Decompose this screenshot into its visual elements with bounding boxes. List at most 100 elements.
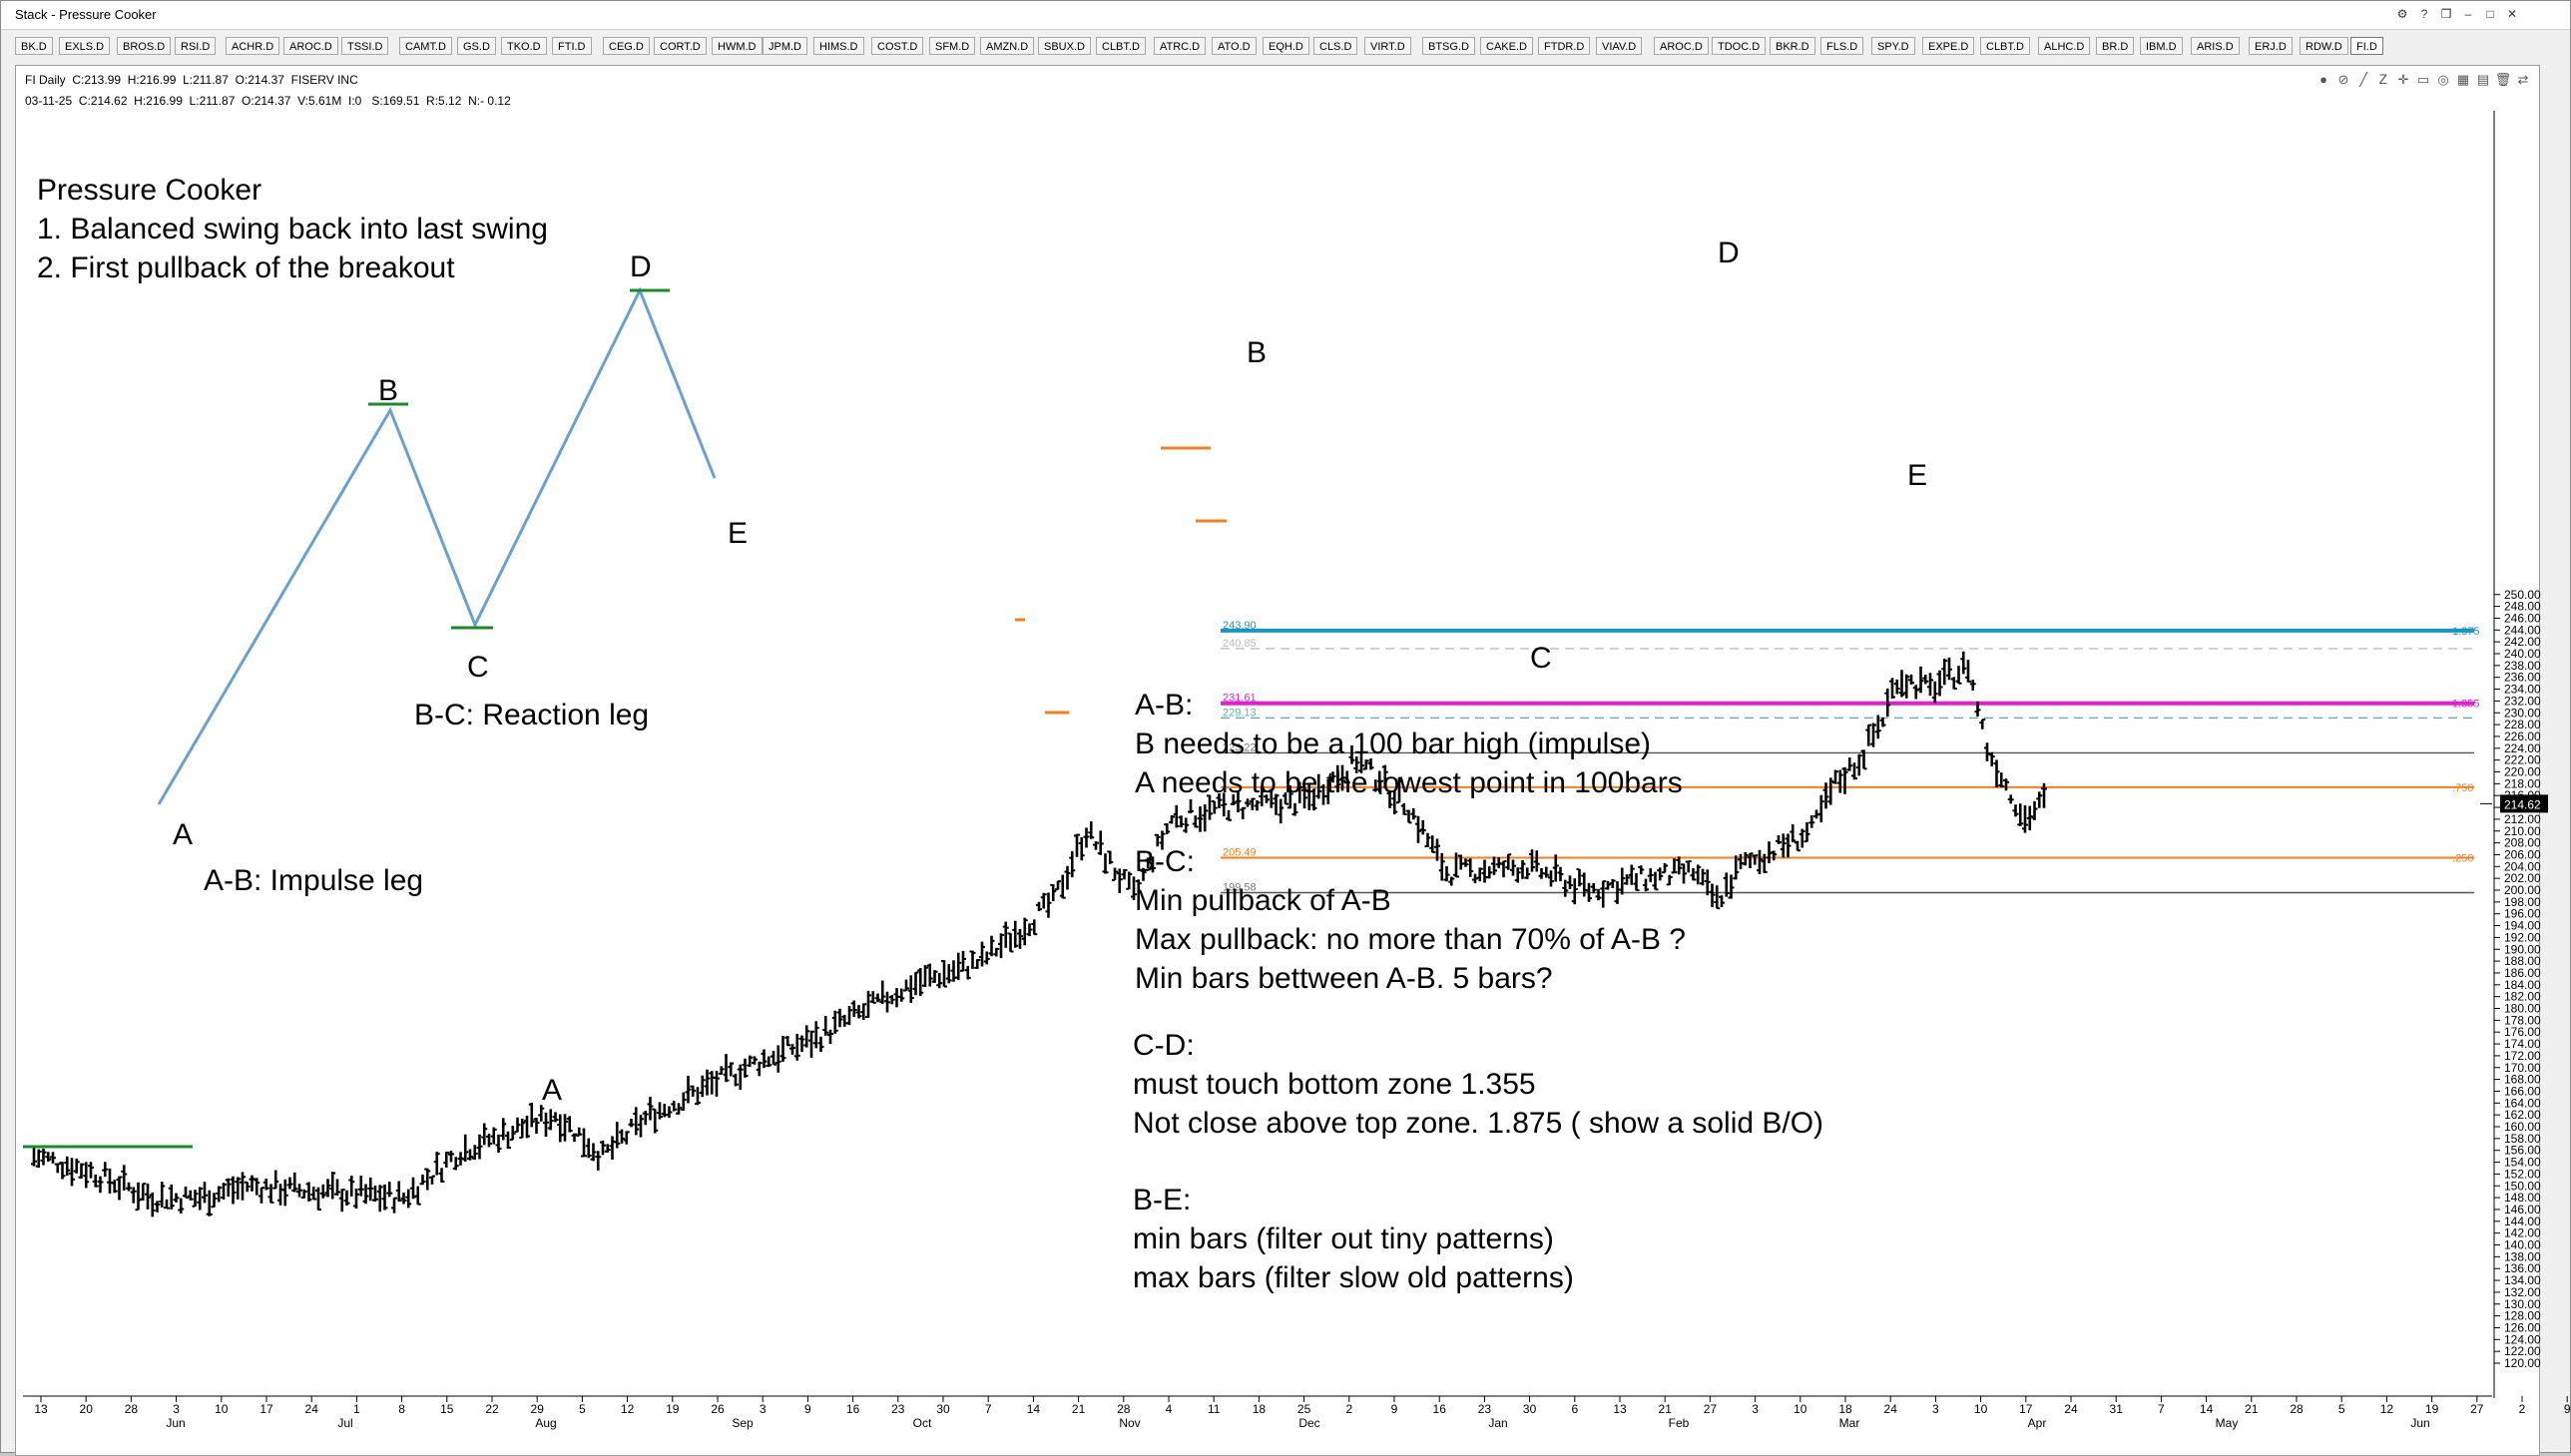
symbol-tab[interactable]: GS.D <box>457 37 496 55</box>
symbol-tab[interactable]: CEG.D <box>603 37 650 55</box>
zoom-icon[interactable]: ◎ <box>2437 72 2449 87</box>
ohlc-bar <box>1216 793 1223 808</box>
ohlc-bar <box>69 1158 75 1187</box>
symbol-tab[interactable]: SBUX.D <box>1038 37 1091 55</box>
restore-down-icon[interactable]: ❐ <box>2440 7 2452 21</box>
date-tick-label: 19 <box>2425 1402 2439 1416</box>
symbol-tab[interactable]: CLS.D <box>1313 37 1358 55</box>
symbol-tab[interactable]: RDW.D <box>2300 37 2348 55</box>
symbol-tab[interactable]: BK.D <box>15 37 53 55</box>
symbol-tab[interactable]: FLS.D <box>1820 37 1864 55</box>
price-tick-label: 200.00 <box>2504 883 2541 897</box>
symbol-tab[interactable]: SPY.D <box>1871 37 1915 55</box>
symbol-tab[interactable]: EXPE.D <box>1922 37 1975 55</box>
symbol-tab[interactable]: EQH.D <box>1263 37 1309 55</box>
ohlc-bar <box>974 958 981 969</box>
rule-bc-1: Min pullback of A-B <box>1135 884 1391 917</box>
layout-icon[interactable]: ▤ <box>2476 72 2490 87</box>
maximize-icon[interactable]: □ <box>2486 7 2494 21</box>
note-rule-1: 1. Balanced swing back into last swing <box>37 213 548 245</box>
symbol-tab[interactable]: ACHR.D <box>226 37 280 55</box>
symbol-tab[interactable]: SFM.D <box>929 37 976 55</box>
delete-icon[interactable]: 🗑 <box>2494 72 2512 87</box>
diagram-label-e: E <box>728 517 748 550</box>
symbol-tab[interactable]: BKR.D <box>1770 37 1815 55</box>
symbol-tab[interactable]: BROS.D <box>117 37 172 55</box>
symbol-tab[interactable]: CAMT.D <box>399 37 452 55</box>
symbol-tab[interactable]: VIRT.D <box>1364 37 1411 55</box>
ohlc-bar <box>1647 868 1654 882</box>
ohlc-bar <box>168 1184 175 1210</box>
symbol-tab[interactable]: IBM.D <box>2140 37 2183 55</box>
symbol-tab[interactable]: HWM.D <box>712 37 763 55</box>
symbol-tab[interactable]: AMZN.D <box>980 37 1035 55</box>
symbol-tab[interactable]: ALHC.D <box>2038 37 2091 55</box>
symbol-tab[interactable]: TDOC.D <box>1712 37 1767 55</box>
ohlc-bar <box>97 1176 104 1194</box>
price-tick-label: 226.00 <box>2504 729 2541 743</box>
crosshair-icon[interactable]: ✛ <box>2397 72 2409 87</box>
trendline-icon[interactable]: ╱ <box>2359 72 2367 87</box>
ohlc-bar <box>1761 853 1768 873</box>
symbol-tab[interactable]: BR.D <box>2096 37 2135 55</box>
color-palette-icon[interactable]: ● <box>2319 72 2327 87</box>
no-entry-icon[interactable]: ⊘ <box>2337 72 2349 87</box>
ohlc-bar <box>1164 823 1171 835</box>
ohlc-bar <box>1817 794 1824 823</box>
price-chart-panel[interactable] <box>15 65 2540 1456</box>
help-icon[interactable]: ? <box>2420 7 2428 21</box>
symbol-tab[interactable]: AROC.D <box>283 37 338 55</box>
ohlc-bar <box>329 1172 336 1200</box>
ohlc-bar <box>803 1025 810 1048</box>
symbol-tab[interactable]: HIMS.D <box>813 37 864 55</box>
ohlc-bar <box>623 1131 630 1145</box>
ohlc-bar <box>1102 853 1109 874</box>
ohlc-bar <box>1505 853 1512 870</box>
ohlc-bar <box>2041 782 2047 808</box>
symbol-tab[interactable]: COST.D <box>871 37 924 55</box>
ohlc-bar <box>552 1112 559 1123</box>
date-tick-label: 16 <box>846 1402 860 1416</box>
ohlc-bar <box>1974 701 1981 718</box>
date-tick-label: 27 <box>2470 1402 2484 1416</box>
symbol-tab[interactable]: ATRC.D <box>1154 37 1207 55</box>
highlight-icon[interactable]: ▭ <box>2416 72 2430 87</box>
symbol-tab[interactable]: RSI.D <box>175 37 217 55</box>
price-tick-label: 182.00 <box>2504 990 2541 1004</box>
symbol-tab[interactable]: AROC.D <box>1654 37 1709 55</box>
symbol-tab[interactable]: VIAV.D <box>1596 37 1643 55</box>
ohlc-bar <box>495 1134 502 1154</box>
symbol-tab[interactable]: ATO.D <box>1212 37 1257 55</box>
settings-icon[interactable]: ⚙ <box>2396 7 2408 21</box>
ohlc-bar <box>343 1190 350 1207</box>
symbol-tab[interactable]: FTDR.D <box>1538 37 1591 55</box>
ohlc-bar <box>1495 857 1502 869</box>
price-tick-label: 208.00 <box>2504 836 2541 850</box>
symbol-tab[interactable]: CLBT.D <box>1980 37 2030 55</box>
minimize-icon[interactable]: – <box>2464 7 2472 21</box>
symbol-tab[interactable]: FI.D <box>2350 37 2383 55</box>
fibonacci-icon[interactable]: Ꮓ <box>2378 72 2388 87</box>
symbol-tab[interactable]: CORT.D <box>654 37 707 55</box>
symbol-tab[interactable]: JPM.D <box>763 37 807 55</box>
symbol-tab[interactable]: CLBT.D <box>1096 37 1146 55</box>
symbol-tab-bar: BK.D EXLS.D BROS.D RSI.D ACHR.D AROC.D TSSI.D C… <box>15 33 2550 59</box>
price-tick-label: 198.00 <box>2504 895 2541 909</box>
symbol-tab[interactable]: EXLS.D <box>59 37 111 55</box>
ohlc-bar <box>1595 888 1602 901</box>
symbol-tab[interactable]: ARIS.D <box>2191 37 2240 55</box>
date-tick-label: 17 <box>259 1402 273 1416</box>
symbol-tab[interactable]: TKO.D <box>501 37 547 55</box>
symbol-tab[interactable]: ERJ.D <box>2249 37 2293 55</box>
symbol-tab[interactable]: TSSI.D <box>341 37 389 55</box>
ohlc-bar <box>1055 880 1061 891</box>
rule-be-head: B-E: <box>1133 1184 1191 1216</box>
symbol-tab[interactable]: CAKE.D <box>1480 37 1533 55</box>
ohlc-bar <box>1666 874 1673 886</box>
ohlc-bar <box>808 1030 814 1058</box>
grid-icon[interactable]: ▦ <box>2456 72 2470 87</box>
symbol-tab[interactable]: BTSG.D <box>1422 37 1475 55</box>
arrows-icon[interactable]: ⇄ <box>2517 72 2529 87</box>
symbol-tab[interactable]: FTI.D <box>552 37 592 55</box>
close-icon[interactable]: ✕ <box>2506 7 2518 21</box>
